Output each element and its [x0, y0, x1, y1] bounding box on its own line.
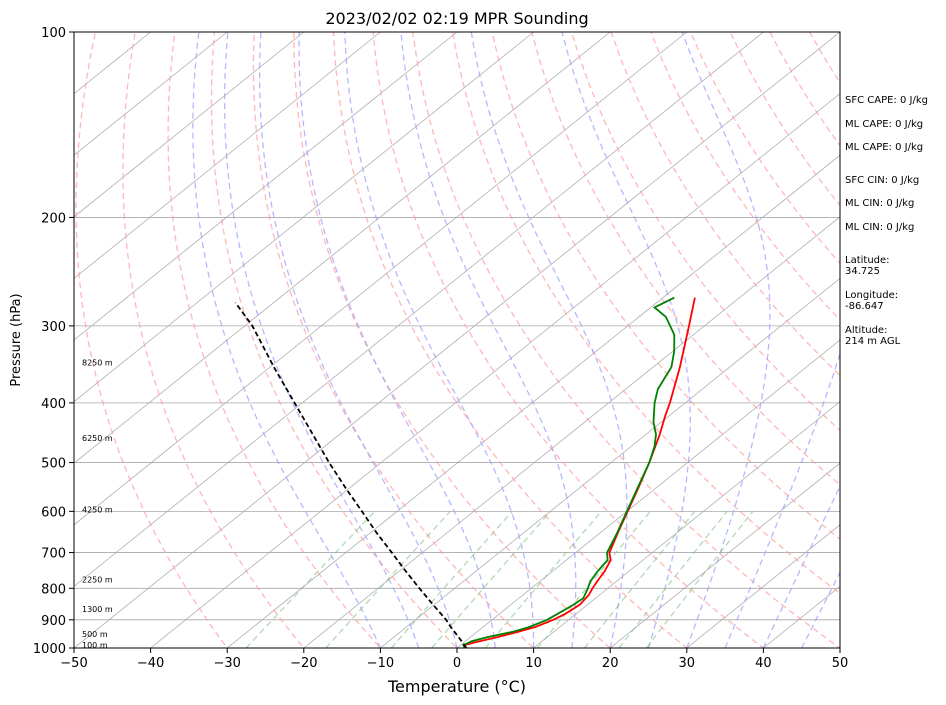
isotherm-line — [74, 32, 764, 587]
parcel-line — [234, 302, 467, 648]
dry-adiabat-line — [451, 32, 840, 595]
y-tick-label: 1000 — [33, 642, 66, 657]
y-axis-label: Pressure (hPa) — [9, 293, 24, 386]
isotherm-line — [303, 216, 840, 648]
y-tick-label: 300 — [41, 320, 66, 335]
x-tick-label: −50 — [60, 656, 87, 671]
moist-adiabat-line — [223, 32, 420, 648]
dry-adiabat-line — [929, 32, 946, 661]
isotherm-line — [456, 339, 840, 648]
dry-adiabat-line — [167, 32, 382, 648]
dry-adiabat-line — [570, 32, 840, 432]
sfc-cin-text: SFC CIN: 0 J/kg — [845, 175, 920, 186]
altitude-text: Altitude: 214 m AGL — [845, 325, 901, 347]
isotherm-line — [532, 401, 840, 648]
moist-adiabat-line — [681, 32, 771, 648]
mixing-ratio-line — [390, 510, 513, 648]
x-tick-label: 50 — [832, 656, 849, 671]
x-tick-label: 0 — [453, 656, 461, 671]
mixing-ratio-line — [536, 510, 651, 648]
moist-adiabat-line — [192, 32, 381, 648]
isotherm-line — [686, 524, 840, 648]
x-tick-label: −20 — [290, 656, 317, 671]
moist-adiabat-line — [724, 32, 840, 648]
y-tick-label: 100 — [41, 26, 66, 41]
y-tick-label: 200 — [41, 211, 66, 226]
height-label: 1300 m — [82, 605, 113, 614]
moist-adiabat-line — [344, 32, 535, 648]
x-tick-label: 30 — [679, 656, 696, 671]
dry-adiabat-line — [332, 32, 688, 648]
mixing-ratio-line — [645, 510, 754, 648]
y-tick-label: 500 — [41, 457, 66, 472]
dewpoint-line — [462, 296, 676, 648]
isotherm-line — [74, 32, 228, 156]
x-tick-label: 10 — [525, 656, 542, 671]
x-tick-label: −40 — [137, 656, 164, 671]
dry-adiabat-line — [372, 32, 765, 648]
ml-cape-text-2: ML CAPE: 0 J/kg — [845, 142, 924, 153]
isotherm-line — [149, 93, 840, 648]
mixing-ratio-line — [431, 510, 552, 648]
moist-adiabat-line — [561, 32, 691, 648]
y-tick-label: 400 — [41, 397, 66, 412]
ml-cin-text-2: ML CIN: 0 J/kg — [845, 222, 915, 233]
moist-adiabat-line — [258, 32, 458, 648]
isotherm-line — [74, 32, 688, 526]
height-label: 6250 m — [82, 434, 113, 443]
isotherm-line — [74, 32, 534, 403]
axis-ticks: −50 −40 −30 −20 −10 0 10 20 30 40 50 1000 900 800 700 6… — [33, 26, 848, 671]
x-tick-label: 20 — [602, 656, 619, 671]
height-label: 2250 m — [82, 575, 113, 584]
mixing-ratio-line — [485, 510, 602, 648]
isotherm-line — [74, 32, 381, 279]
dry-adiabat-line — [75, 32, 229, 648]
dry-adiabat-line — [531, 32, 840, 486]
dry-adiabat-line — [210, 32, 458, 648]
dry-adiabat-line — [650, 32, 840, 321]
ml-cape-text: ML CAPE: 0 J/kg — [845, 119, 924, 130]
mixing-ratio-line — [583, 510, 696, 648]
dry-adiabat-line — [491, 32, 840, 540]
sounding-curves — [234, 296, 696, 648]
chart-title: 2023/02/02 02:19 MPR Sounding — [325, 9, 588, 28]
x-tick-label: −30 — [213, 656, 240, 671]
height-label: 100 m — [82, 641, 108, 650]
y-tick-label: 900 — [41, 614, 66, 629]
grid-lines — [74, 32, 946, 661]
isotherm-line — [74, 32, 840, 648]
sfc-cape-text: SFC CAPE: 0 J/kg — [845, 95, 928, 106]
y-tick-label: 800 — [41, 582, 66, 597]
latitude-text: Latitude: 34.725 — [845, 255, 890, 277]
moist-adiabat-line — [470, 32, 628, 648]
ml-cin-text: ML CIN: 0 J/kg — [845, 198, 915, 209]
isotherm-line — [226, 154, 840, 648]
isotherm-line — [74, 32, 305, 218]
dry-adiabat-line — [122, 32, 305, 648]
y-tick-label: 600 — [41, 505, 66, 520]
height-label: 8250 m — [82, 358, 113, 367]
height-label: 4250 m — [82, 505, 113, 514]
isotherm-line — [609, 462, 840, 648]
dry-adiabat-line — [610, 32, 840, 377]
mixing-ratio-line — [245, 510, 376, 648]
x-axis-label: Temperature (°C) — [387, 677, 526, 696]
dry-adiabat-line — [412, 32, 840, 648]
temperature-line — [462, 297, 696, 648]
mixing-ratio-line — [618, 510, 728, 648]
isotherm-line — [74, 32, 611, 464]
x-tick-label: 40 — [755, 656, 772, 671]
height-labels: 100 m 500 m 1300 m 2250 m 4250 m 6250 m 8250 m — [82, 358, 113, 650]
x-tick-label: −10 — [367, 656, 394, 671]
height-label: 500 m — [82, 630, 108, 639]
longitude-text: Longitude: -86.647 — [845, 290, 899, 312]
moist-adiabat-line — [298, 32, 496, 648]
isotherm-line — [74, 32, 458, 341]
dry-adiabat-line — [252, 32, 535, 648]
y-tick-label: 700 — [41, 547, 66, 562]
mixing-ratio-line — [325, 510, 451, 648]
